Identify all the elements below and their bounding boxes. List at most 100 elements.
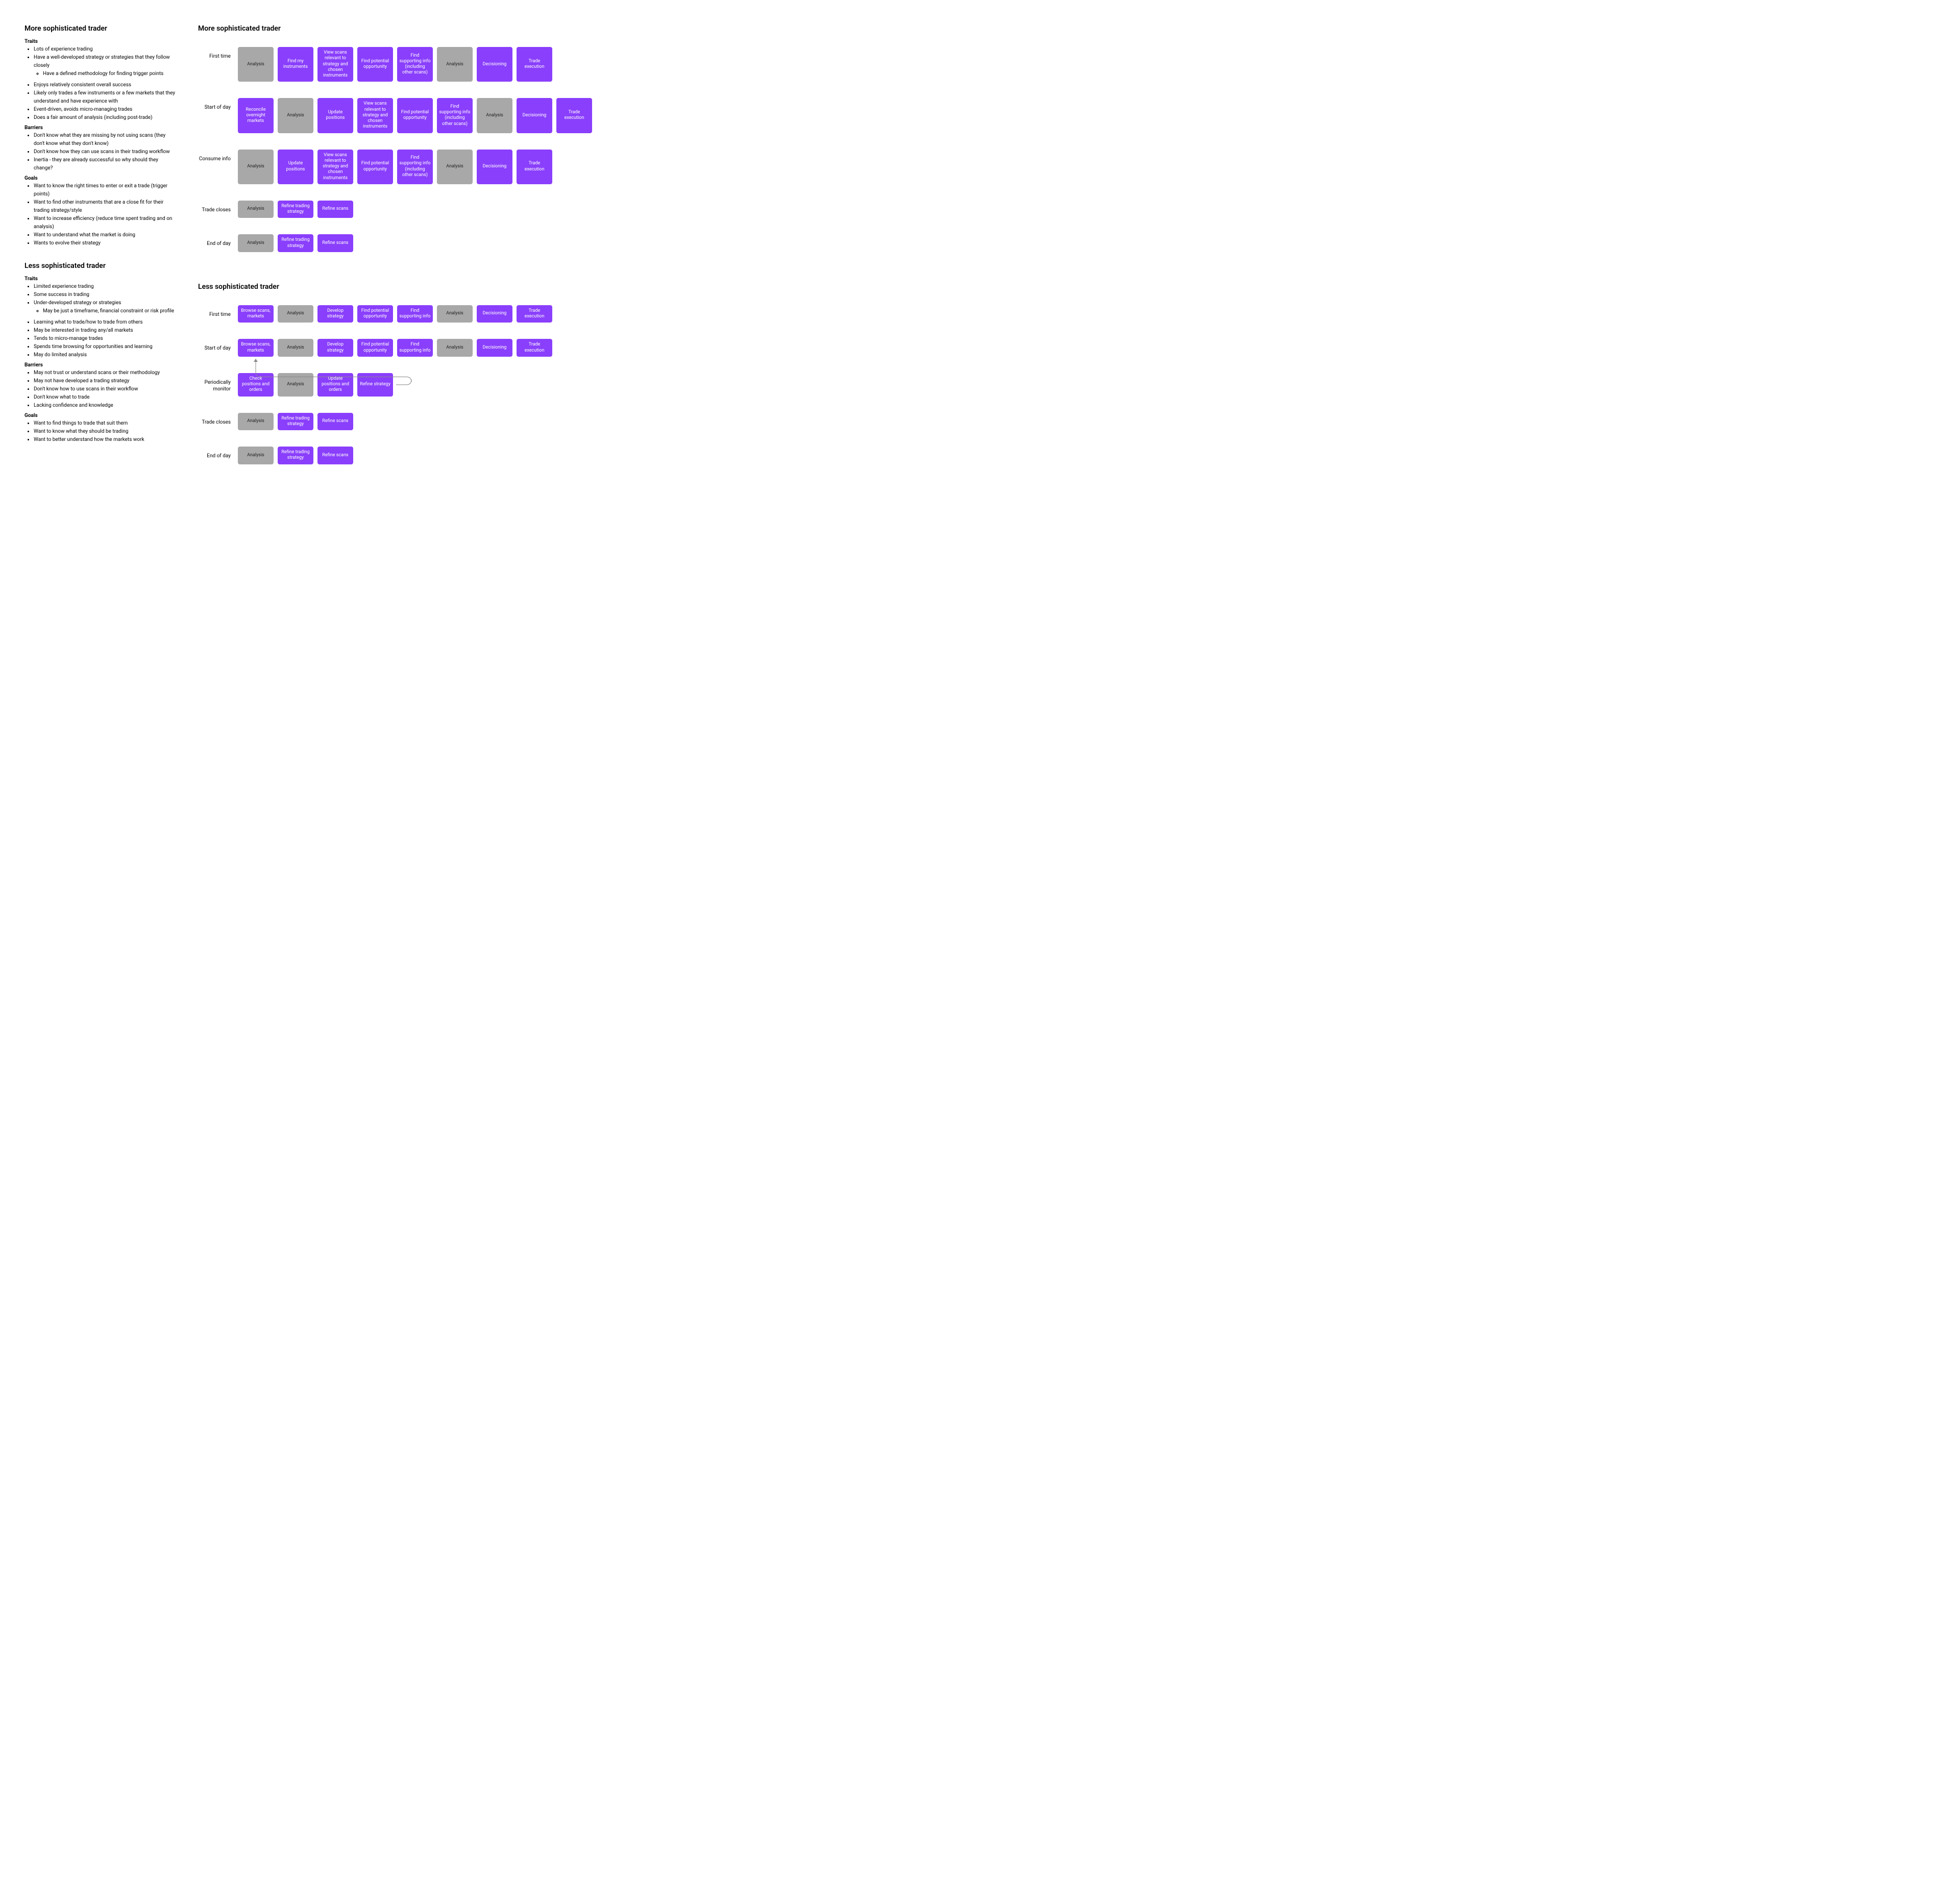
journey-step: Browse scans, markets <box>238 339 274 357</box>
journey-step: Find potential opportunity <box>357 339 393 357</box>
section-label: Traits <box>24 276 178 282</box>
journey-step: Analysis <box>238 201 274 218</box>
persona-block: More sophisticated traderTraitsLots of e… <box>24 24 178 248</box>
journey-step: Analysis <box>477 98 512 133</box>
section-label: Barriers <box>24 125 178 131</box>
list-item: Lacking confidence and knowledge <box>34 402 178 410</box>
journey-step: Decisioning <box>477 339 512 357</box>
journey-step: Refine trading strategy <box>278 413 313 431</box>
journey-row: First timeAnalysisFind my instrumentsVie… <box>198 47 1935 82</box>
section-label: Goals <box>24 413 178 418</box>
list-item: Lots of experience trading <box>34 45 178 54</box>
list-item: Likely only trades a few instruments or … <box>34 89 178 106</box>
section-label: Goals <box>24 176 178 181</box>
list-item: Don't know what to trade <box>34 393 178 402</box>
journey-step: Trade execution <box>517 47 552 82</box>
list-item: Have a defined methodology for finding t… <box>43 70 178 78</box>
journey-step: Analysis <box>278 98 313 133</box>
steps-container: AnalysisRefine trading strategyRefine sc… <box>238 201 353 218</box>
list-item: Limited experience trading <box>34 283 178 291</box>
journey-step: Decisioning <box>477 305 512 323</box>
journey-step: Trade execution <box>517 305 552 323</box>
journey-step: Trade execution <box>517 339 552 357</box>
row-label: End of day <box>198 234 234 247</box>
section-list: Want to know the right times to enter or… <box>24 182 178 248</box>
journey-step: Find my instruments <box>278 47 313 82</box>
journey-step: Check positions and orders <box>238 373 274 397</box>
journey-step: Refine trading strategy <box>278 447 313 464</box>
journey-step: Analysis <box>238 47 274 82</box>
journey-step: Find potential opportunity <box>357 305 393 323</box>
journey-step: Decisioning <box>517 98 552 133</box>
journey: Less sophisticated traderFirst timeBrows… <box>198 283 1935 464</box>
list-item: Inertia - they are already successful so… <box>34 156 178 172</box>
journey-row: Consume infoAnalysisUpdate positionsView… <box>198 150 1935 184</box>
section-list: Lots of experience tradingHave a well-de… <box>24 45 178 122</box>
journey-step: Refine scans <box>317 234 353 252</box>
journey-step: Refine trading strategy <box>278 234 313 252</box>
list-item: Want to better understand how the market… <box>34 436 178 444</box>
steps-container: AnalysisRefine trading strategyRefine sc… <box>238 413 353 431</box>
list-item: May be interested in trading any/all mar… <box>34 327 178 335</box>
list-item: Event-driven, avoids micro-managing trad… <box>34 106 178 114</box>
persona-title: Less sophisticated trader <box>24 262 178 270</box>
list-item: May be just a timeframe, financial const… <box>43 307 178 315</box>
journey-step: View scans relevant to strategy and chos… <box>317 47 353 82</box>
list-item: Want to know what they should be trading <box>34 428 178 436</box>
journey-step: Analysis <box>238 413 274 431</box>
persona-block: Less sophisticated trader TraitsLimited e… <box>24 262 178 444</box>
list-item: Want to find other instruments that are … <box>34 199 178 215</box>
row-label: Trade closes <box>198 201 234 213</box>
persona-panel: More sophisticated traderTraitsLots of e… <box>24 24 178 458</box>
list-item: Spends time browsing for opportunities a… <box>34 343 178 351</box>
journey: More sophisticated traderFirst timeAnaly… <box>198 24 1935 252</box>
journey-step: Refine scans <box>317 447 353 464</box>
journey-step: Find supporting info (including other sc… <box>437 98 473 133</box>
row-label: End of day <box>198 447 234 459</box>
journey-step: Find supporting info (including other sc… <box>397 47 433 82</box>
journey-row: End of day AnalysisRefine trading strateg… <box>198 234 1935 252</box>
sub-list: Have a defined methodology for finding t… <box>34 70 178 78</box>
section-label: Traits <box>24 39 178 44</box>
journey-step: Develop strategy <box>317 305 353 323</box>
sub-list: May be just a timeframe, financial const… <box>34 307 178 315</box>
steps-container: AnalysisUpdate positionsView scans relev… <box>238 150 552 184</box>
list-item: May not have developed a trading strateg… <box>34 377 178 385</box>
steps-container: Check positions and ordersAnalysisUpdate… <box>238 373 393 397</box>
journey-step: Refine scans <box>317 201 353 218</box>
section-list: May not trust or understand scans or the… <box>24 369 178 410</box>
steps-container: AnalysisFind my instrumentsView scans re… <box>238 47 552 82</box>
list-item: Some success in trading <box>34 291 178 299</box>
journey-step: Find potential opportunity <box>397 98 433 133</box>
steps-container: AnalysisRefine trading strategyRefine sc… <box>238 447 353 464</box>
section-list: Want to find things to trade that suit t… <box>24 419 178 444</box>
steps-container: Browse scans, marketsAnalysisDevelop str… <box>238 339 552 357</box>
journey-step: Analysis <box>437 47 473 82</box>
journey-row: Start of dayReconcile overnight marketsA… <box>198 98 1935 133</box>
list-item-text: Have a well-developed strategy or strate… <box>34 55 170 68</box>
journey-step: Analysis <box>238 447 274 464</box>
list-item: Have a well-developed strategy or strate… <box>34 54 178 78</box>
journey-row: Periodically monitorCheck positions and … <box>198 373 1935 397</box>
row-label: First time <box>198 47 234 60</box>
list-item: Want to increase efficiency (reduce time… <box>34 215 178 231</box>
journey-row: Start of day Browse scans, marketsAnalysi… <box>198 339 1935 357</box>
section-label: Barriers <box>24 362 178 368</box>
journey-step: Analysis <box>437 150 473 184</box>
journey-step: Decisioning <box>477 47 512 82</box>
journey-step: Find supporting info <box>397 305 433 323</box>
row-label: Periodically monitor <box>198 373 234 392</box>
journey-step: Analysis <box>238 234 274 252</box>
steps-container: Reconcile overnight marketsAnalysisUpdat… <box>238 98 592 133</box>
journey-step: Refine trading strategy <box>278 201 313 218</box>
journey-step: Update positions <box>278 150 313 184</box>
journey-title: Less sophisticated trader <box>198 283 1935 291</box>
list-item: Don't know what they are missing by not … <box>34 132 178 148</box>
list-item: May not trust or understand scans or the… <box>34 369 178 377</box>
journey-row: End of day AnalysisRefine trading strateg… <box>198 447 1935 464</box>
list-item: Tends to micro-manage trades <box>34 335 178 343</box>
journey-step: Trade execution <box>556 98 592 133</box>
journey-panel: More sophisticated traderFirst timeAnaly… <box>198 24 1935 495</box>
row-label: Start of day <box>198 339 234 352</box>
row-label: Consume info <box>198 150 234 162</box>
